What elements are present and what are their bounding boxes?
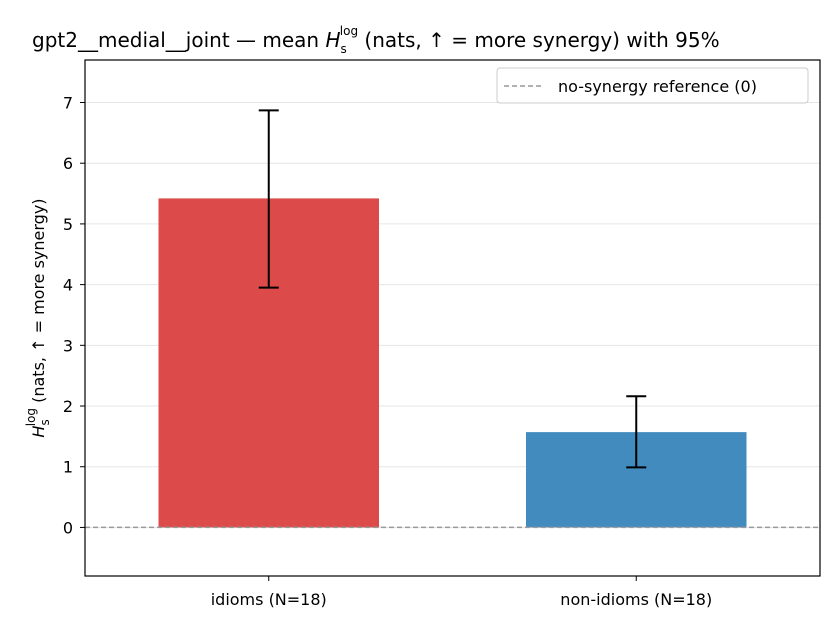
y-axis-label: Hslog (nats, ↑ = more synergy) — [24, 198, 52, 437]
title-symbol: H — [325, 28, 340, 52]
y-tick-label-2: 2 — [63, 397, 73, 416]
legend-box — [496, 67, 809, 104]
y-tick-label-7: 7 — [63, 93, 73, 112]
chart-title: gpt2__medial__joint — mean Hs log (nats, … — [32, 24, 720, 56]
ylabel-symbol: H — [29, 426, 48, 438]
bars — [158, 198, 747, 528]
x-axis: idioms (N=18) non-idioms (N=18) — [211, 576, 712, 609]
ylabel-superscript: log — [24, 408, 38, 426]
legend-label: no-synergy reference (0) — [558, 77, 757, 96]
y-tick-label-4: 4 — [63, 276, 73, 295]
x-tick-label-1: non-idioms (N=18) — [560, 590, 712, 609]
ylabel-suffix: (nats, ↑ = more synergy) — [29, 198, 48, 408]
y-tick-label-6: 6 — [63, 154, 73, 173]
error-bars — [258, 109, 647, 469]
title-suffix: (nats, ↑ = more synergy) with 95% — [358, 28, 720, 52]
plot-frame — [84, 59, 821, 577]
title-superscript: log — [340, 24, 358, 38]
ylabel-subscript: s — [38, 419, 52, 425]
legend: no-synergy reference (0) — [496, 67, 809, 104]
y-tick-label-0: 0 — [63, 518, 73, 537]
y-axis: 0 1 2 3 4 5 6 7 — [63, 93, 85, 537]
x-tick-label-0: idioms (N=18) — [211, 590, 327, 609]
y-tick-label-5: 5 — [63, 215, 73, 234]
title-prefix: gpt2__medial__joint — mean — [32, 28, 325, 52]
title-subscript: s — [341, 42, 347, 56]
y-tick-label-3: 3 — [63, 336, 73, 355]
y-tick-label-1: 1 — [63, 458, 73, 477]
